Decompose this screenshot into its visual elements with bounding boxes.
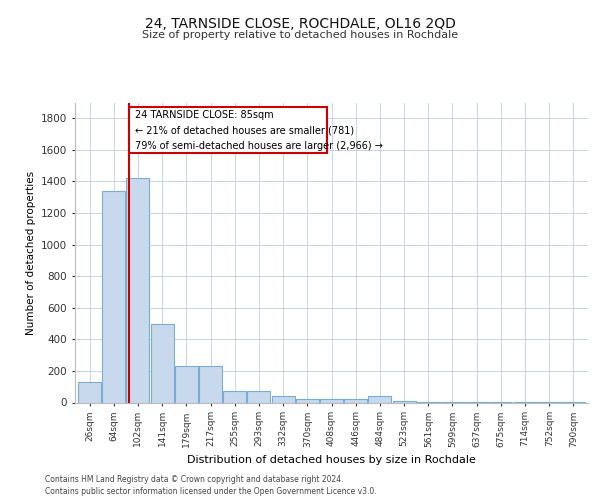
FancyBboxPatch shape (130, 107, 326, 153)
Bar (175, 366, 198, 403)
Bar (247, 390, 271, 402)
Bar (368, 396, 391, 402)
Bar (296, 398, 319, 402)
Y-axis label: Number of detached properties: Number of detached properties (26, 170, 35, 334)
Bar (78, 382, 101, 402)
Bar (127, 178, 149, 402)
Text: 24 TARNSIDE CLOSE: 85sqm
← 21% of detached houses are smaller (781)
79% of semi-: 24 TARNSIDE CLOSE: 85sqm ← 21% of detach… (136, 110, 383, 150)
Bar (344, 400, 367, 402)
Text: Contains HM Land Registry data © Crown copyright and database right 2024.
Contai: Contains HM Land Registry data © Crown c… (45, 474, 377, 496)
Bar (151, 324, 173, 402)
X-axis label: Distribution of detached houses by size in Rochdale: Distribution of detached houses by size … (187, 455, 476, 465)
Bar (320, 400, 343, 402)
Bar (272, 396, 295, 402)
Bar (199, 366, 222, 403)
Bar (223, 390, 246, 402)
Text: 24, TARNSIDE CLOSE, ROCHDALE, OL16 2QD: 24, TARNSIDE CLOSE, ROCHDALE, OL16 2QD (145, 18, 455, 32)
Text: Size of property relative to detached houses in Rochdale: Size of property relative to detached ho… (142, 30, 458, 40)
Bar (102, 191, 125, 402)
Bar (392, 401, 416, 402)
